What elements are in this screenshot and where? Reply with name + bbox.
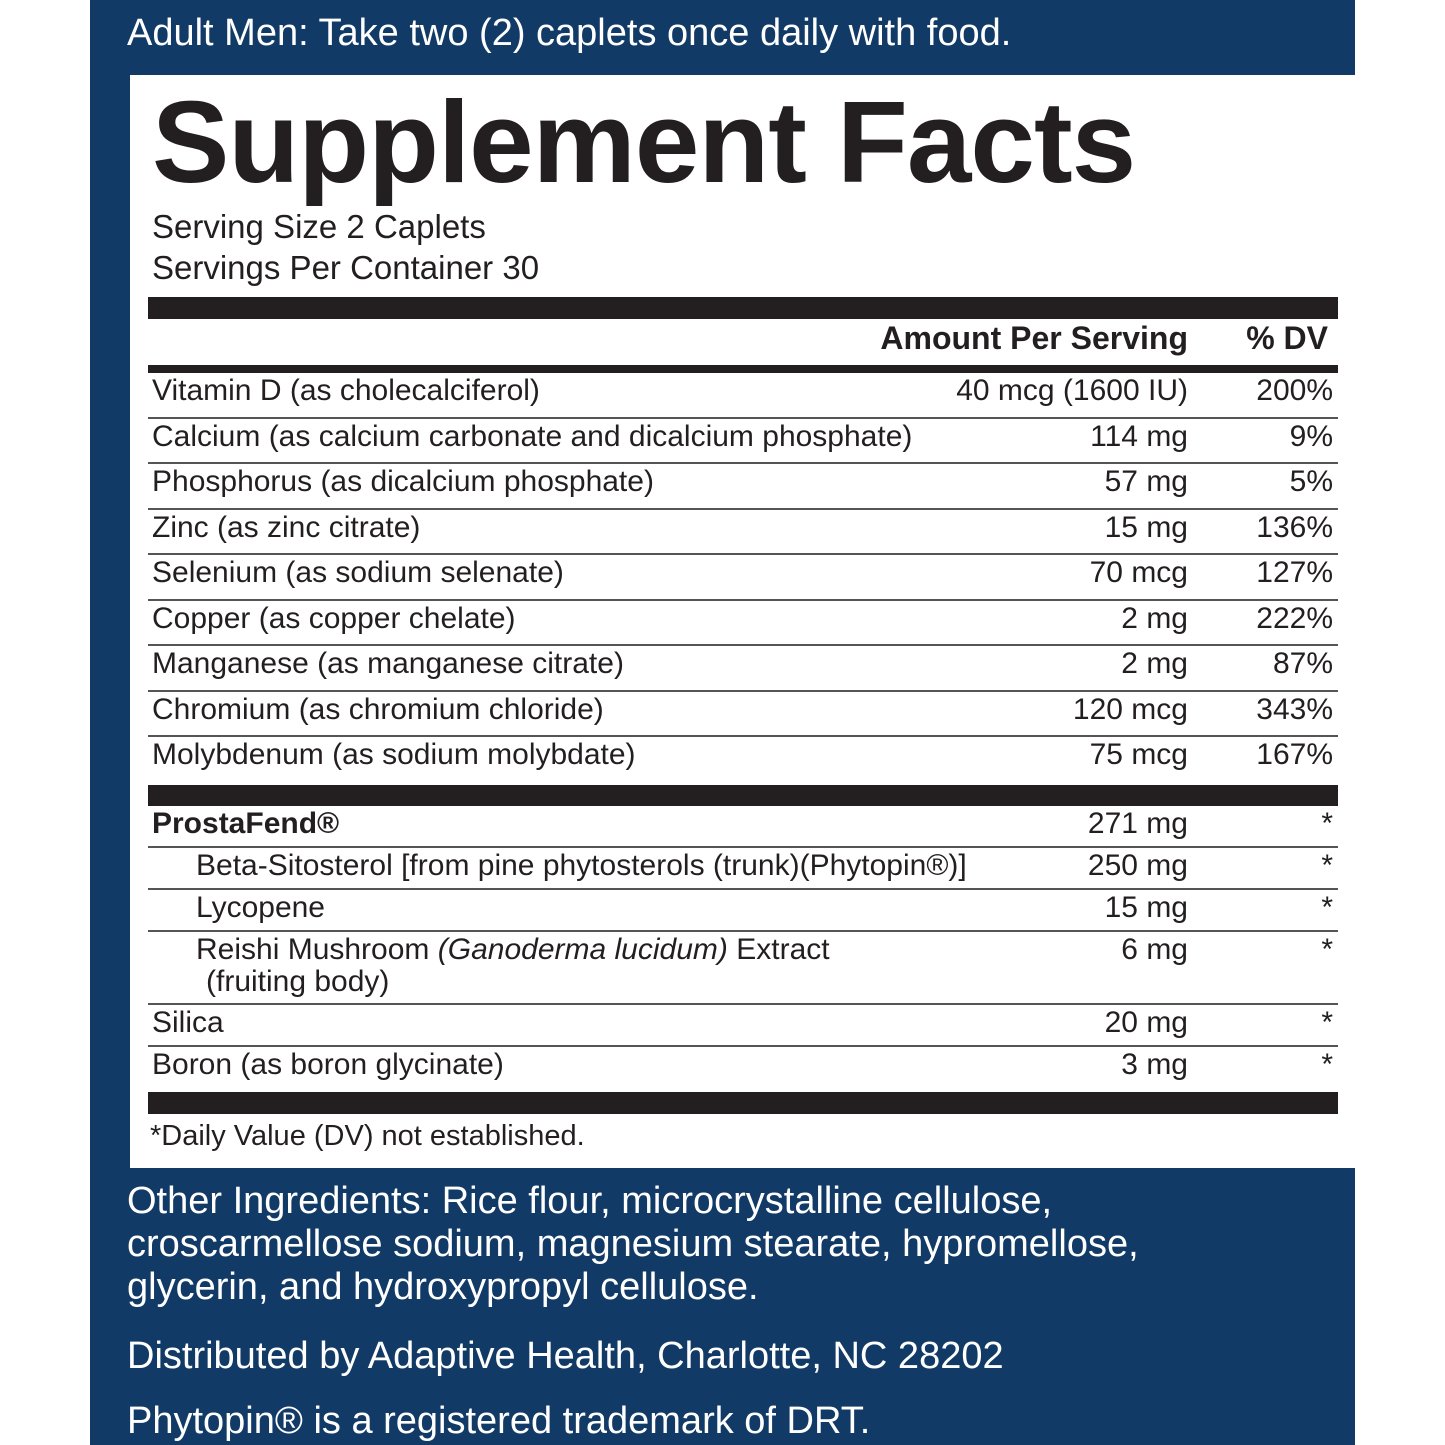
footnote: *Daily Value (DV) not established.	[150, 1120, 585, 1152]
nutrient-name: Phosphorus (as dicalcium phosphate)	[152, 466, 654, 498]
name-text: Reishi Mushroom	[196, 933, 430, 966]
nutrient-name: Vitamin D (as cholecalciferol)	[152, 375, 540, 407]
nutrient-name: Manganese (as manganese citrate)	[152, 648, 624, 680]
daily-value: 167%	[1256, 738, 1333, 771]
name-italic: (Ganoderma lucidum)	[437, 933, 728, 966]
amount-header: Amount Per Serving	[880, 320, 1188, 356]
amount: 2 mg	[1121, 601, 1188, 635]
daily-value: 343%	[1256, 692, 1333, 726]
row-rule	[148, 888, 1338, 890]
panel-title: Supplement Facts	[152, 77, 1136, 207]
row-rule	[148, 689, 1338, 692]
daily-value: 136%	[1256, 510, 1333, 544]
daily-value: 87%	[1272, 647, 1333, 680]
name-text: Manganese (as manganese citrate)	[152, 647, 624, 680]
amount: 20 mg	[1104, 1006, 1188, 1039]
row-rule	[148, 644, 1338, 646]
thick-bar	[148, 297, 1338, 319]
name-text: Zinc (as zinc citrate)	[152, 510, 421, 544]
row-rule	[148, 846, 1338, 848]
name-text: ProstaFend®	[152, 807, 340, 840]
amount: 75 mcg	[1089, 738, 1188, 771]
trademark: Phytopin® is a registered trademark of D…	[127, 1400, 871, 1442]
row-rule	[148, 1045, 1338, 1047]
amount: 250 mg	[1087, 849, 1188, 882]
nutrient-name: Molybdenum (as sodium molybdate)	[152, 739, 636, 771]
amount: 70 mcg	[1089, 556, 1188, 589]
thick-bar	[148, 785, 1338, 806]
name-text: Vitamin D (as cholecalciferol)	[152, 374, 540, 407]
name-text: Chromium (as chromium chloride)	[152, 692, 604, 726]
amount: 120 mcg	[1072, 692, 1188, 726]
daily-value: *	[1321, 1006, 1333, 1039]
row-rule	[148, 416, 1338, 419]
text-line: glycerin, and hydroxypropyl cellulose.	[127, 1266, 759, 1308]
text-line: croscarmellose sodium, magnesium stearat…	[127, 1223, 1139, 1265]
daily-value: *	[1321, 807, 1333, 840]
nutrient-name: Calcium (as calcium carbonate and dicalc…	[152, 419, 913, 453]
name-text: Molybdenum (as sodium molybdate)	[152, 738, 636, 771]
nutrient-name: ProstaFend®	[152, 808, 339, 840]
nutrient-name: Boron (as boron glycinate)	[152, 1049, 504, 1081]
amount: 3 mg	[1121, 1048, 1188, 1081]
amount: 6 mg	[1121, 933, 1188, 966]
daily-value: 9%	[1289, 419, 1333, 453]
nutrient-name: Zinc (as zinc citrate)	[152, 510, 421, 544]
row-rule	[148, 735, 1338, 737]
other-ingredients: Other Ingredients: Rice flour, microcrys…	[127, 1180, 1139, 1309]
name-text: Beta-Sitosterol [from pine phytosterols …	[196, 849, 967, 882]
nutrient-name: Copper (as copper chelate)	[152, 601, 516, 635]
daily-value: 127%	[1256, 556, 1333, 589]
name-text: Copper (as copper chelate)	[152, 601, 516, 635]
nutrient-name: Chromium (as chromium chloride)	[152, 692, 604, 726]
dv-header: % DV	[1246, 320, 1328, 356]
nutrient-name: Reishi Mushroom (Ganoderma lucidum) Extr…	[196, 934, 830, 998]
daily-value: *	[1321, 1048, 1333, 1081]
daily-value: 5%	[1289, 465, 1333, 498]
name-suffix: Extract	[736, 933, 830, 966]
supplement-facts-panel: Supplement Facts Serving Size 2 Caplets …	[130, 75, 1355, 1168]
name-text: Selenium (as sodium selenate)	[152, 556, 564, 589]
row-rule	[148, 462, 1338, 464]
amount: 271 mg	[1087, 807, 1188, 840]
nutrient-name: Lycopene	[196, 892, 325, 924]
row-rule	[148, 553, 1338, 555]
daily-value: 200%	[1256, 374, 1333, 407]
nutrient-name: Beta-Sitosterol [from pine phytosterols …	[196, 850, 967, 882]
name-text: Lycopene	[196, 891, 325, 924]
distributor: Distributed by Adaptive Health, Charlott…	[127, 1335, 1004, 1377]
name-text: Boron (as boron glycinate)	[152, 1048, 504, 1081]
daily-value: *	[1321, 933, 1333, 966]
daily-value: *	[1321, 891, 1333, 924]
nutrient-name: Silica	[152, 1007, 224, 1039]
servings-per-container: Servings Per Container 30	[152, 249, 540, 286]
amount: 40 mcg (1600 IU)	[956, 374, 1188, 407]
thick-bar	[148, 1092, 1338, 1114]
amount: 15 mg	[1104, 891, 1188, 924]
amount: 15 mg	[1104, 510, 1188, 544]
name-text: Phosphorus (as dicalcium phosphate)	[152, 465, 654, 498]
amount: 2 mg	[1121, 647, 1188, 680]
serving-size: Serving Size 2 Caplets	[152, 208, 486, 245]
nutrient-name: Selenium (as sodium selenate)	[152, 557, 564, 589]
name-line2: (fruiting body)	[206, 965, 390, 998]
daily-value: 222%	[1256, 601, 1333, 635]
amount: 57 mg	[1104, 465, 1188, 498]
amount: 114 mg	[1090, 419, 1188, 453]
row-rule	[148, 930, 1338, 932]
daily-value: *	[1321, 849, 1333, 882]
medium-bar	[148, 365, 1338, 373]
directions: Adult Men: Take two (2) caplets once dai…	[127, 12, 1012, 54]
row-rule	[148, 507, 1338, 510]
text-line: Other Ingredients: Rice flour, microcrys…	[127, 1180, 1053, 1222]
name-text: Silica	[152, 1006, 224, 1039]
row-rule	[148, 1003, 1338, 1005]
row-rule	[148, 598, 1338, 601]
name-text: Calcium (as calcium carbonate and dicalc…	[152, 419, 913, 453]
